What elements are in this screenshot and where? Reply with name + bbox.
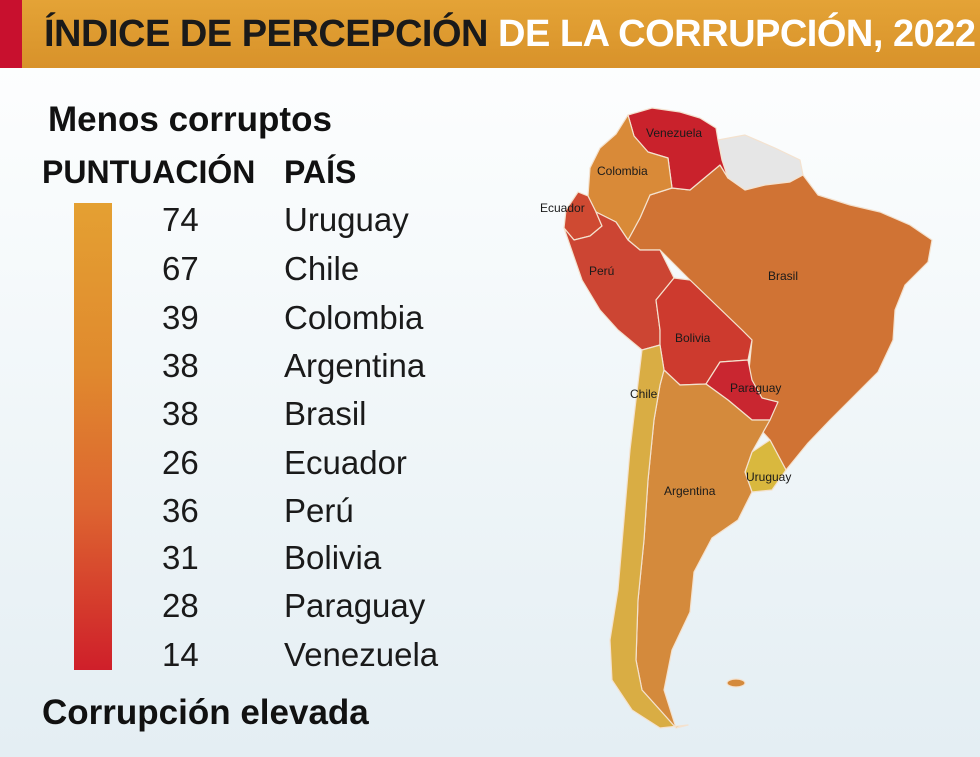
- map-label-uruguay: Uruguay: [746, 470, 791, 484]
- header-band: ÍNDICE DE PERCEPCIÓN DE LA CORRUPCIÓN, 2…: [0, 0, 980, 68]
- country-name: Ecuador: [284, 444, 407, 481]
- island-region: [726, 678, 746, 688]
- score-value: 31: [162, 539, 199, 576]
- list-item: 67 Chile: [0, 248, 460, 296]
- country-name: Colombia: [284, 299, 424, 336]
- map-label-venezuela: Venezuela: [646, 126, 702, 140]
- list-item: 31 Bolivia: [0, 537, 460, 585]
- score-value: 67: [162, 250, 199, 287]
- page-title: ÍNDICE DE PERCEPCIÓN DE LA CORRUPCIÓN, 2…: [44, 8, 976, 60]
- country-name: Paraguay: [284, 587, 426, 624]
- map-label-brasil: Brasil: [768, 269, 798, 283]
- map-label-bolivia: Bolivia: [675, 331, 711, 345]
- score-value: 28: [162, 587, 199, 624]
- gradient-scale-bar: [74, 203, 112, 670]
- legend-top-label: Menos corruptos: [48, 100, 332, 139]
- list-item: 28 Paraguay: [0, 585, 460, 633]
- chile-region: [609, 344, 689, 729]
- score-value: 74: [162, 201, 199, 238]
- map-label-argentina: Argentina: [664, 484, 716, 498]
- country-name: Perú: [284, 492, 354, 529]
- score-value: 14: [162, 636, 199, 673]
- header-accent-bar: [0, 0, 22, 68]
- map-label-chile: Chile: [630, 387, 658, 401]
- country-name: Venezuela: [284, 636, 439, 673]
- legend-bottom-label: Corrupción elevada: [42, 693, 369, 732]
- south-america-map: Venezuela Colombia Ecuador Perú Brasil B…: [520, 100, 970, 740]
- score-value: 38: [162, 347, 199, 384]
- title-part-1: ÍNDICE DE PERCEPCIÓN: [44, 13, 488, 55]
- map-label-colombia: Colombia: [597, 164, 648, 178]
- country-name: Uruguay: [284, 201, 409, 238]
- list-item: 38 Brasil: [0, 393, 460, 441]
- title-part-2: DE LA CORRUPCIÓN, 2022: [498, 13, 976, 55]
- peru-region: [563, 211, 675, 351]
- list-item: 74 Uruguay: [0, 199, 460, 247]
- score-value: 26: [162, 444, 199, 481]
- list-item: 39 Colombia: [0, 297, 460, 345]
- list-item: 36 Perú: [0, 490, 460, 538]
- country-name: Bolivia: [284, 539, 382, 576]
- argentina-region: [635, 369, 771, 729]
- country-column-header: PAÍS: [284, 154, 357, 190]
- map-label-ecuador: Ecuador: [540, 201, 585, 215]
- score-column-header: PUNTUACIÓN: [42, 154, 256, 190]
- list-item: 14 Venezuela: [0, 634, 460, 682]
- list-item: 38 Argentina: [0, 345, 460, 393]
- map-svg: Venezuela Colombia Ecuador Perú Brasil B…: [540, 107, 933, 729]
- country-name: Brasil: [284, 395, 367, 432]
- country-name: Argentina: [284, 347, 426, 384]
- score-value: 36: [162, 492, 199, 529]
- map-label-peru: Perú: [589, 264, 614, 278]
- map-label-paraguay: Paraguay: [730, 381, 781, 395]
- country-name: Chile: [284, 250, 360, 287]
- score-value: 39: [162, 299, 199, 336]
- list-item: 26 Ecuador: [0, 442, 460, 490]
- score-value: 38: [162, 395, 199, 432]
